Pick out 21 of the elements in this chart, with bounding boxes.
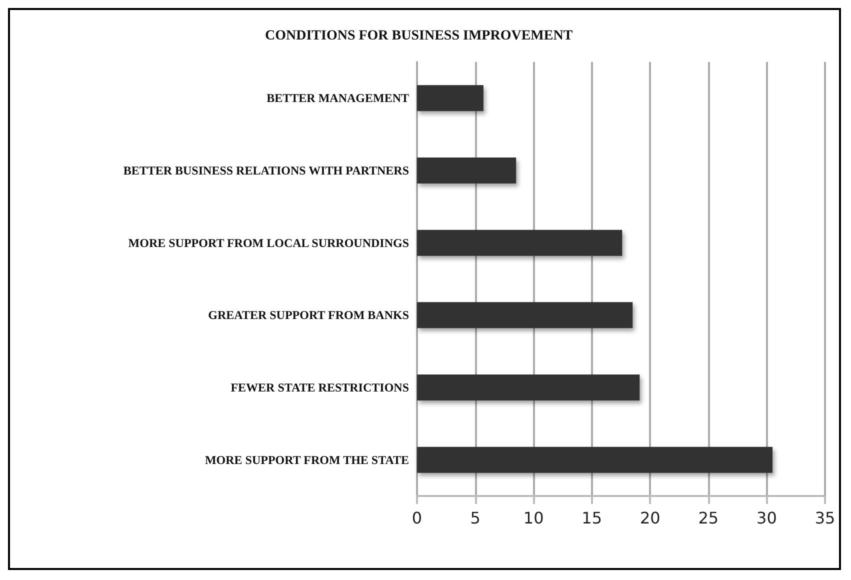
y-tick-label: BETTER MANAGEMENT xyxy=(266,91,409,106)
bar xyxy=(417,85,484,112)
y-tick-label: MORE SUPPORT FROM THE STATE xyxy=(204,452,409,467)
chart-title: CONDITIONS FOR BUSINESS IMPROVEMENT xyxy=(265,28,574,44)
y-tick-label: GREATER SUPPORT FROM BANKS xyxy=(208,308,410,322)
x-tick-label: 5 xyxy=(470,508,480,528)
x-tick-label: 25 xyxy=(698,508,719,528)
bar xyxy=(417,374,640,400)
bar xyxy=(417,158,516,184)
bar xyxy=(417,302,633,328)
x-tick-label: 30 xyxy=(756,508,777,528)
bar xyxy=(417,230,622,256)
x-tick-label: 15 xyxy=(582,508,602,528)
y-tick-label: FEWER STATE RESTRICTIONS xyxy=(230,380,410,394)
y-tick-label: BETTER BUSINESS RELATIONS WITH PARTNERS xyxy=(123,164,410,178)
x-tick-label: 10 xyxy=(523,508,544,528)
x-tick-label: 35 xyxy=(814,508,836,528)
x-tick-label: 20 xyxy=(640,508,660,528)
y-tick-label: MORE SUPPORT FROM LOCAL SURROUNDINGS xyxy=(128,236,410,250)
x-tick-label: 0 xyxy=(412,508,422,528)
bar xyxy=(417,446,773,473)
